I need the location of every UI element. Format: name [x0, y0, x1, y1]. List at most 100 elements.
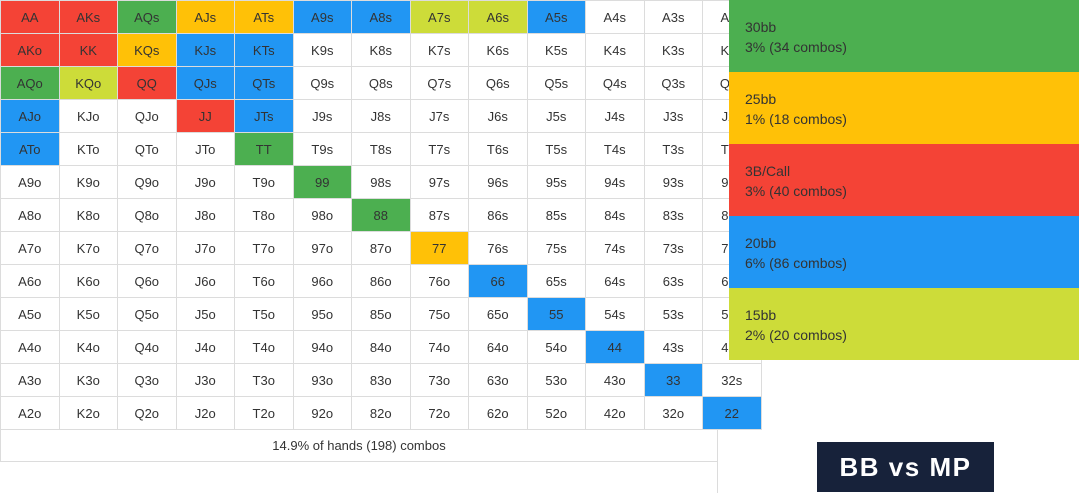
hand-cell-KJo: KJo	[59, 100, 118, 133]
hand-cell-J2o: J2o	[176, 397, 235, 430]
hand-cell-42o: 42o	[586, 397, 645, 430]
divider	[717, 462, 718, 493]
hand-cell-Q9o: Q9o	[118, 166, 177, 199]
hand-cell-K7o: K7o	[59, 232, 118, 265]
hand-cell-T4o: T4o	[235, 331, 294, 364]
hand-cell-A3o: A3o	[1, 364, 60, 397]
hand-cell-94s: 94s	[586, 166, 645, 199]
hand-cell-84o: 84o	[352, 331, 411, 364]
hand-cell-T9o: T9o	[235, 166, 294, 199]
hand-cell-96s: 96s	[469, 166, 528, 199]
hand-cell-J9o: J9o	[176, 166, 235, 199]
hand-cell-K6o: K6o	[59, 265, 118, 298]
hand-cell-A3s: A3s	[644, 1, 703, 34]
hand-cell-22: 22	[703, 397, 762, 430]
hand-cell-A9s: A9s	[293, 1, 352, 34]
hand-cell-98s: 98s	[352, 166, 411, 199]
hand-cell-J3o: J3o	[176, 364, 235, 397]
hand-cell-AJs: AJs	[176, 1, 235, 34]
hand-cell-86o: 86o	[352, 265, 411, 298]
hand-cell-A7s: A7s	[410, 1, 469, 34]
hand-cell-T3s: T3s	[644, 133, 703, 166]
hand-cell-84s: 84s	[586, 199, 645, 232]
hand-cell-96o: 96o	[293, 265, 352, 298]
hand-cell-K7s: K7s	[410, 34, 469, 67]
hand-cell-KK: KK	[59, 34, 118, 67]
hand-cell-AJo: AJo	[1, 100, 60, 133]
hand-cell-K6s: K6s	[469, 34, 528, 67]
hand-cell-T5o: T5o	[235, 298, 294, 331]
hand-cell-Q4s: Q4s	[586, 67, 645, 100]
hand-cell-T8s: T8s	[352, 133, 411, 166]
hand-cell-K3s: K3s	[644, 34, 703, 67]
hand-cell-AQo: AQo	[1, 67, 60, 100]
hand-cell-88: 88	[352, 199, 411, 232]
hand-cell-J6s: J6s	[469, 100, 528, 133]
hand-cell-QQ: QQ	[118, 67, 177, 100]
hand-cell-85o: 85o	[352, 298, 411, 331]
hand-cell-T4s: T4s	[586, 133, 645, 166]
hand-cell-J7o: J7o	[176, 232, 235, 265]
legend-label: 30bb	[745, 19, 777, 35]
hand-cell-87s: 87s	[410, 199, 469, 232]
hand-cell-J6o: J6o	[176, 265, 235, 298]
hand-cell-Q8o: Q8o	[118, 199, 177, 232]
hand-cell-73o: 73o	[410, 364, 469, 397]
range-summary: 14.9% of hands (198) combos	[0, 429, 718, 462]
hand-cell-64o: 64o	[469, 331, 528, 364]
hand-cell-Q9s: Q9s	[293, 67, 352, 100]
hand-cell-ATs: ATs	[235, 1, 294, 34]
legend-detail: 6% (86 combos)	[745, 255, 847, 271]
legend-item-15bb: 15bb 2% (20 combos)	[729, 288, 1079, 360]
hand-cell-73s: 73s	[644, 232, 703, 265]
hand-cell-T6s: T6s	[469, 133, 528, 166]
hand-cell-TT: TT	[235, 133, 294, 166]
hand-cell-52o: 52o	[527, 397, 586, 430]
hand-cell-T3o: T3o	[235, 364, 294, 397]
hand-cell-53s: 53s	[644, 298, 703, 331]
legend-detail: 2% (20 combos)	[745, 327, 847, 343]
hand-cell-97s: 97s	[410, 166, 469, 199]
hand-cell-T2o: T2o	[235, 397, 294, 430]
hand-cell-Q4o: Q4o	[118, 331, 177, 364]
hand-cell-64s: 64s	[586, 265, 645, 298]
legend-label: 15bb	[745, 307, 777, 323]
hand-cell-85s: 85s	[527, 199, 586, 232]
hand-cell-J4o: J4o	[176, 331, 235, 364]
hand-cell-98o: 98o	[293, 199, 352, 232]
hand-cell-QJo: QJo	[118, 100, 177, 133]
hand-cell-J7s: J7s	[410, 100, 469, 133]
hand-cell-T7o: T7o	[235, 232, 294, 265]
hand-cell-KQo: KQo	[59, 67, 118, 100]
hand-cell-95s: 95s	[527, 166, 586, 199]
legend-item-20bb: 20bb 6% (86 combos)	[729, 216, 1079, 288]
hand-cell-Q3s: Q3s	[644, 67, 703, 100]
legend-item-3bcall: 3B/Call 3% (40 combos)	[729, 144, 1079, 216]
legend-detail: 3% (34 combos)	[745, 39, 847, 55]
hand-cell-75s: 75s	[527, 232, 586, 265]
hand-cell-T7s: T7s	[410, 133, 469, 166]
hand-cell-A5s: A5s	[527, 1, 586, 34]
hand-cell-K2o: K2o	[59, 397, 118, 430]
hand-cell-A7o: A7o	[1, 232, 60, 265]
hand-cell-K9s: K9s	[293, 34, 352, 67]
hand-cell-93o: 93o	[293, 364, 352, 397]
hand-cell-AQs: AQs	[118, 1, 177, 34]
hand-cell-Q2o: Q2o	[118, 397, 177, 430]
hand-cell-JTs: JTs	[235, 100, 294, 133]
hand-cell-86s: 86s	[469, 199, 528, 232]
legend-item-30bb: 30bb 3% (34 combos)	[729, 0, 1079, 72]
hand-cell-Q8s: Q8s	[352, 67, 411, 100]
hand-cell-65o: 65o	[469, 298, 528, 331]
hand-cell-76o: 76o	[410, 265, 469, 298]
hand-cell-82o: 82o	[352, 397, 411, 430]
hand-cell-K8o: K8o	[59, 199, 118, 232]
hand-cell-QJs: QJs	[176, 67, 235, 100]
hand-cell-33: 33	[644, 364, 703, 397]
hand-cell-94o: 94o	[293, 331, 352, 364]
legend-detail: 1% (18 combos)	[745, 111, 847, 127]
hand-cell-83s: 83s	[644, 199, 703, 232]
hand-cell-83o: 83o	[352, 364, 411, 397]
hand-cell-A4s: A4s	[586, 1, 645, 34]
hand-cell-J8o: J8o	[176, 199, 235, 232]
